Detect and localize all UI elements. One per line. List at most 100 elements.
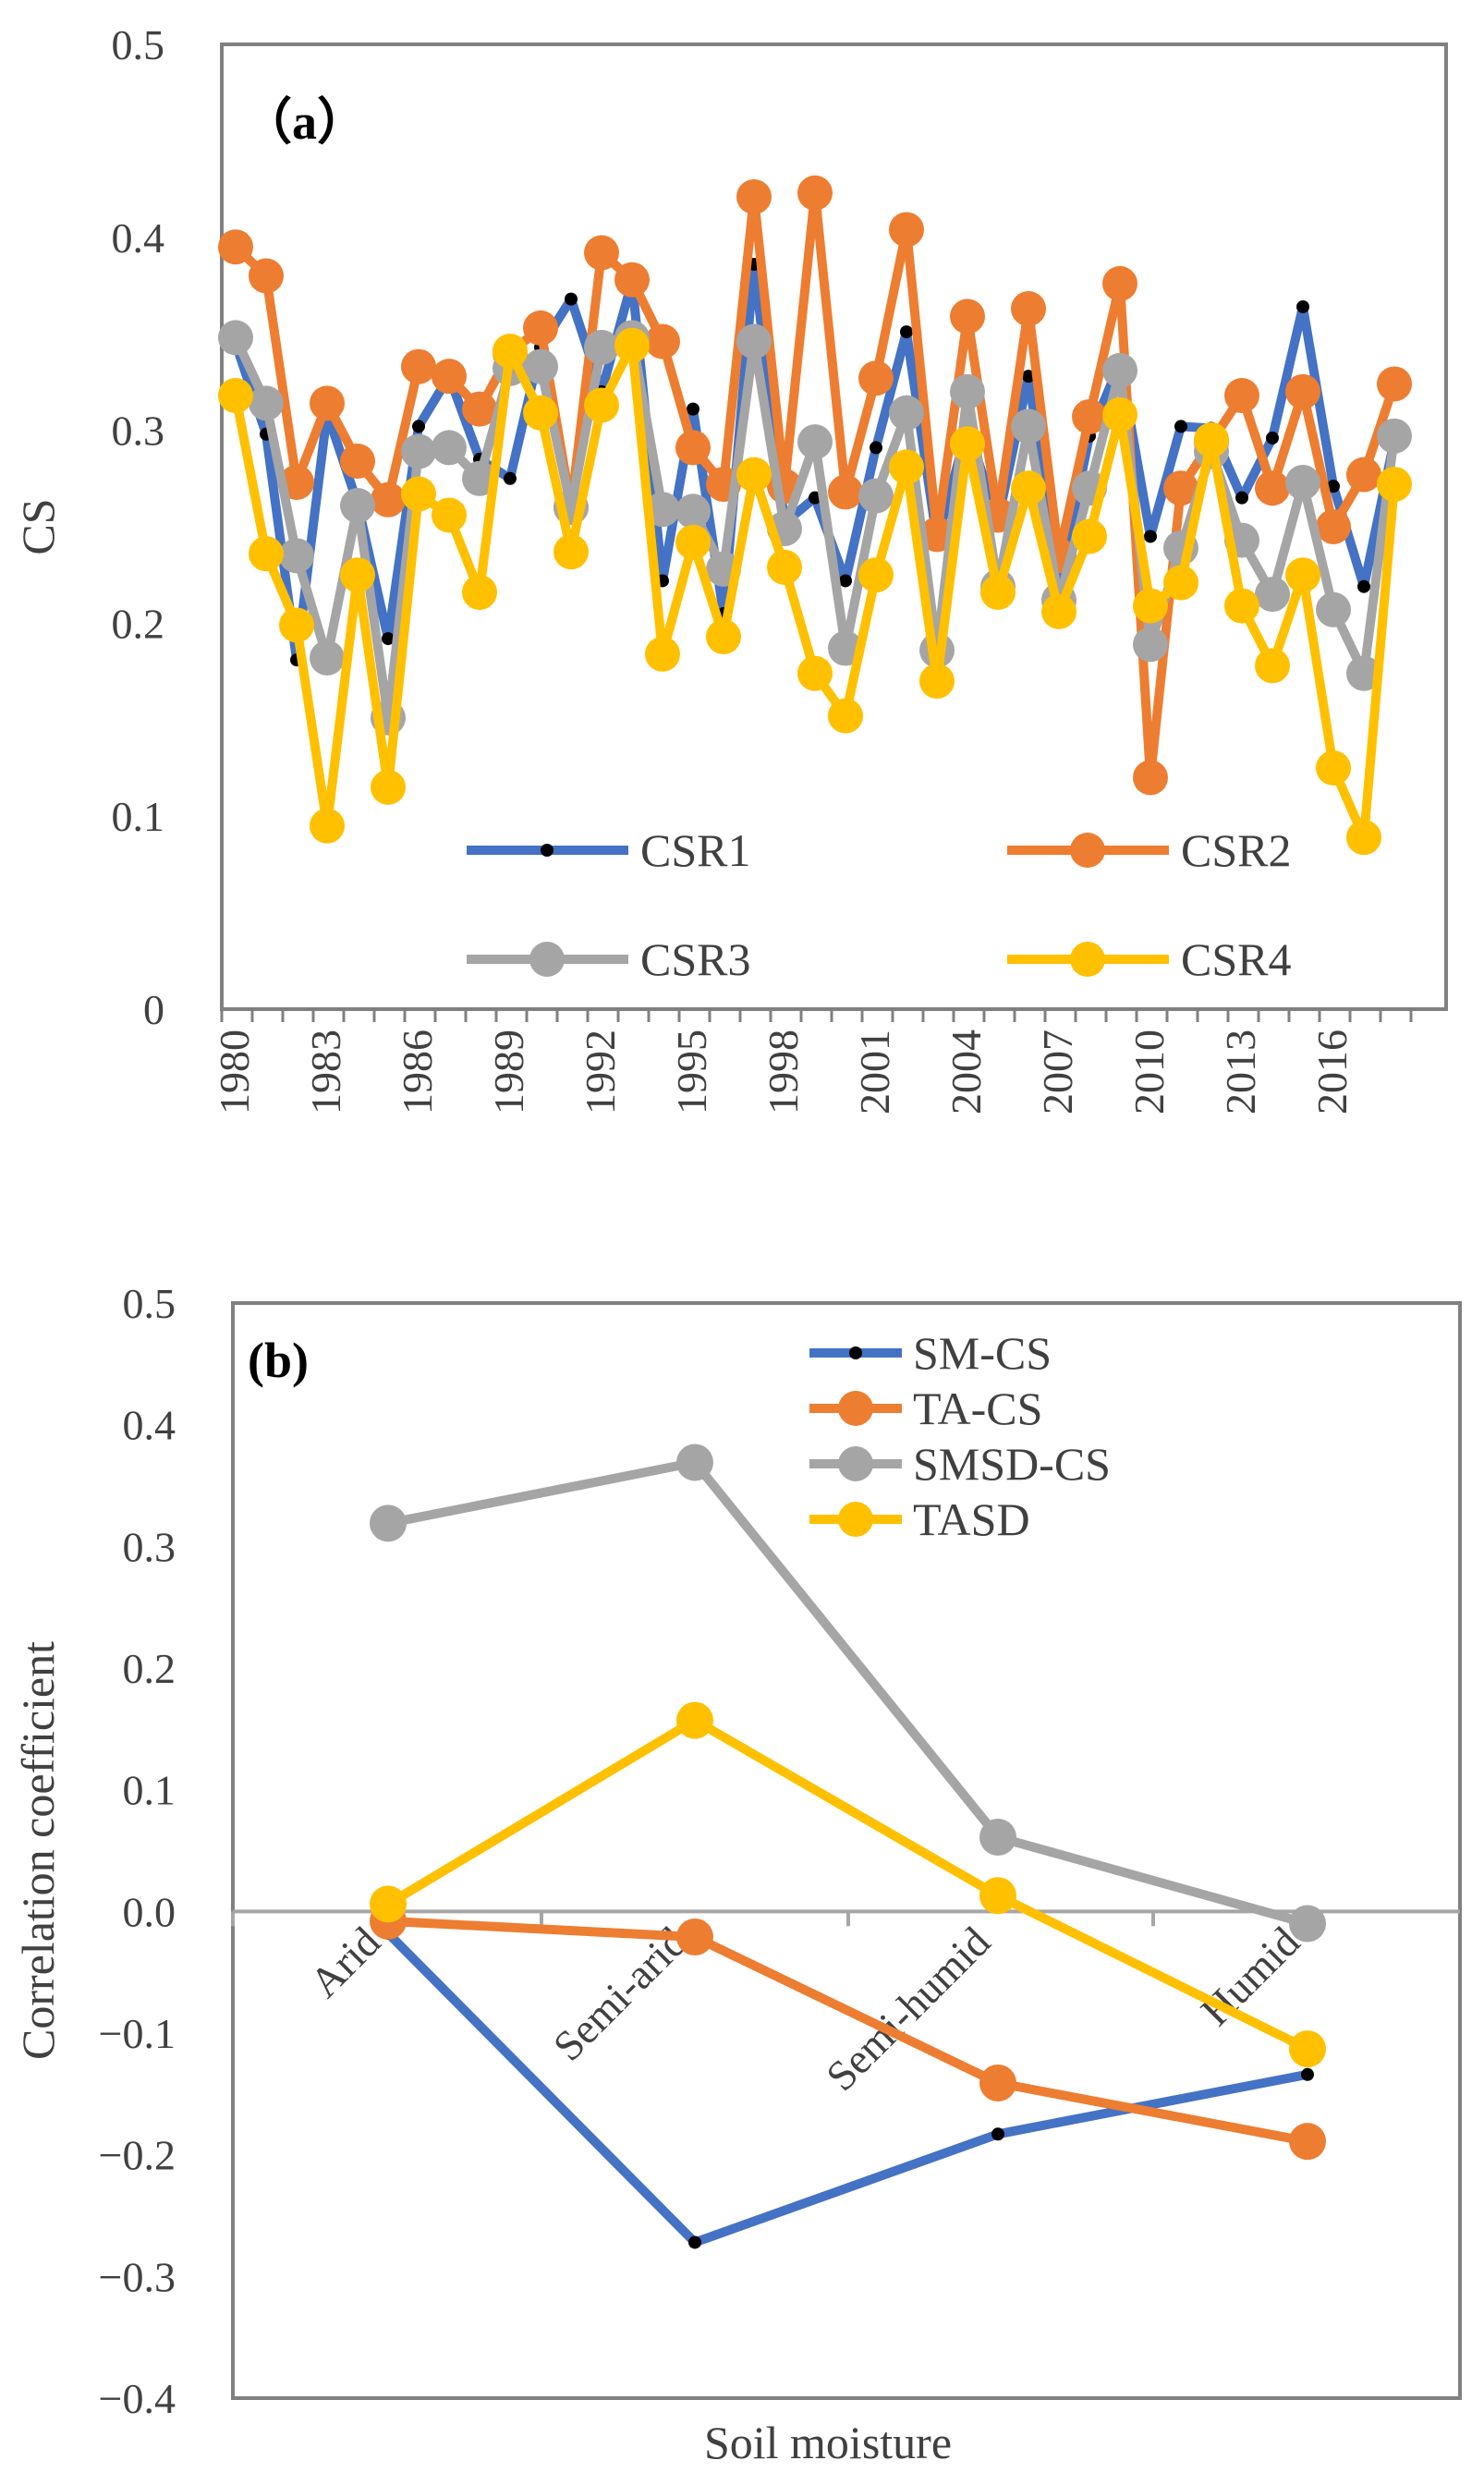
- data-point-csr2: [828, 474, 863, 510]
- data-point-csr1: [1296, 299, 1309, 313]
- y-tick-label: −0.4: [99, 2375, 176, 2422]
- data-point-csr1: [382, 632, 395, 646]
- y-tick-label: 0.3: [112, 408, 165, 455]
- data-point-csr4: [675, 524, 711, 560]
- data-point-csr1: [687, 402, 699, 416]
- data-point-csr1: [565, 292, 578, 306]
- y-tick-label: 0.2: [112, 600, 165, 647]
- data-point-csr4: [462, 574, 497, 610]
- data-point-csr2: [614, 262, 650, 298]
- x-tick-label: 1989: [485, 1029, 532, 1115]
- y-axis-title: CS: [12, 498, 64, 554]
- legend-marker-csr4: [1070, 942, 1105, 977]
- x-tick-label: 1992: [577, 1029, 624, 1115]
- data-point-csr1: [1022, 370, 1035, 384]
- data-point-csr3: [432, 430, 467, 466]
- legend-marker-csr1: [541, 844, 553, 857]
- y-tick-label: 0.4: [123, 1402, 176, 1449]
- data-point-csr2: [1102, 265, 1137, 301]
- data-point-csr2: [1285, 373, 1320, 409]
- data-point-csr4: [919, 664, 955, 700]
- data-point-csr2: [371, 481, 406, 518]
- data-point-csr4: [493, 333, 528, 369]
- data-point-csr1: [1266, 431, 1279, 445]
- data-point-csr4: [553, 534, 589, 570]
- data-point-csr2: [1072, 398, 1107, 434]
- data-point-csr4: [1163, 565, 1198, 601]
- data-point-csr4: [1041, 593, 1077, 629]
- data-point-csr4: [706, 619, 741, 655]
- panel-a-label: （a）: [242, 94, 367, 150]
- data-point-csr1: [870, 441, 882, 455]
- data-point-smsd-cs: [979, 1819, 1016, 1857]
- data-point-sm-cs: [1301, 2067, 1314, 2081]
- data-point-csr2: [310, 385, 345, 421]
- data-point-csr2: [1377, 366, 1412, 402]
- x-axis-title: Soil moisture: [704, 2417, 952, 2468]
- legend-label-smsd-cs: SMSD-CS: [913, 1438, 1111, 1490]
- data-point-smsd-cs: [676, 1443, 713, 1481]
- data-point-csr4: [1011, 470, 1046, 506]
- y-tick-label: −0.1: [99, 2010, 176, 2057]
- legend-label-csr1: CSR1: [640, 824, 751, 876]
- panel-a-chart: 0 0.1 0.2 0.3 0.4 0.5 CS 1980 1983 1986 1989 1992 19…: [12, 21, 1448, 1115]
- data-point-csr4: [1224, 588, 1259, 624]
- data-point-csr4: [858, 557, 894, 593]
- data-point-csr1: [504, 471, 517, 485]
- data-point-csr4: [584, 387, 619, 423]
- data-point-csr4: [980, 574, 1016, 610]
- data-point-csr3: [340, 488, 375, 524]
- x-tick-label: 1998: [760, 1029, 807, 1115]
- data-point-csr1: [1144, 530, 1157, 543]
- panel-b-label: (b): [248, 1333, 309, 1388]
- data-point-csr2: [1224, 378, 1259, 414]
- data-point-csr2: [218, 229, 253, 265]
- data-point-csr2: [432, 359, 467, 395]
- x-tick-label: 1983: [302, 1029, 349, 1115]
- data-point-csr2: [1255, 470, 1290, 506]
- data-point-csr4: [736, 457, 772, 493]
- legend-marker-ta-cs: [838, 1391, 873, 1426]
- data-point-csr2: [1163, 470, 1198, 506]
- data-point-csr4: [1316, 750, 1351, 786]
- x-tick-label: 2001: [851, 1029, 898, 1115]
- data-point-csr2: [736, 178, 772, 214]
- series-line-tasd: [385, 1715, 1310, 2053]
- data-point-csr4: [614, 327, 650, 363]
- data-point-csr2: [584, 235, 619, 271]
- data-point-csr4: [279, 607, 314, 643]
- x-tick-label: 2016: [1308, 1029, 1356, 1115]
- data-point-smsd-cs: [370, 1504, 407, 1542]
- data-point-csr4: [1194, 422, 1229, 458]
- x-tick-label: 1986: [394, 1029, 441, 1115]
- data-point-csr4: [218, 378, 253, 414]
- legend-marker-tasd: [838, 1502, 873, 1537]
- y-tick-label: 0.4: [112, 214, 165, 262]
- x-tick-label: 2007: [1034, 1029, 1081, 1115]
- series-line-smsd-cs: [387, 1457, 1309, 1929]
- data-point-csr3: [858, 478, 894, 514]
- data-point-csr4: [645, 636, 680, 672]
- legend-label-csr2: CSR2: [1181, 824, 1292, 876]
- y-tick-label: 0.5: [112, 21, 165, 68]
- legend-label-ta-cs: TA-CS: [913, 1383, 1042, 1434]
- series-line-sm-cs: [384, 1930, 1308, 2247]
- data-point-csr4: [340, 557, 375, 593]
- data-point-csr2: [645, 323, 680, 359]
- data-point-csr3: [1255, 577, 1290, 613]
- legend-marker-smsd-cs: [838, 1446, 873, 1481]
- data-point-tasd: [979, 1877, 1016, 1915]
- data-point-csr2: [950, 298, 985, 335]
- legend-label-csr4: CSR4: [1181, 933, 1292, 985]
- y-tick-label: 0.2: [123, 1645, 176, 1692]
- data-point-ta-cs: [676, 1918, 713, 1955]
- data-point-csr2: [675, 430, 711, 466]
- data-point-csr4: [828, 698, 863, 734]
- data-point-csr4: [432, 497, 467, 533]
- data-point-csr2: [340, 444, 375, 480]
- data-point-csr4: [889, 449, 924, 485]
- data-point-csr4: [401, 476, 436, 512]
- data-point-csr2: [1346, 457, 1381, 493]
- series-line-ta-cs: [387, 1916, 1308, 2147]
